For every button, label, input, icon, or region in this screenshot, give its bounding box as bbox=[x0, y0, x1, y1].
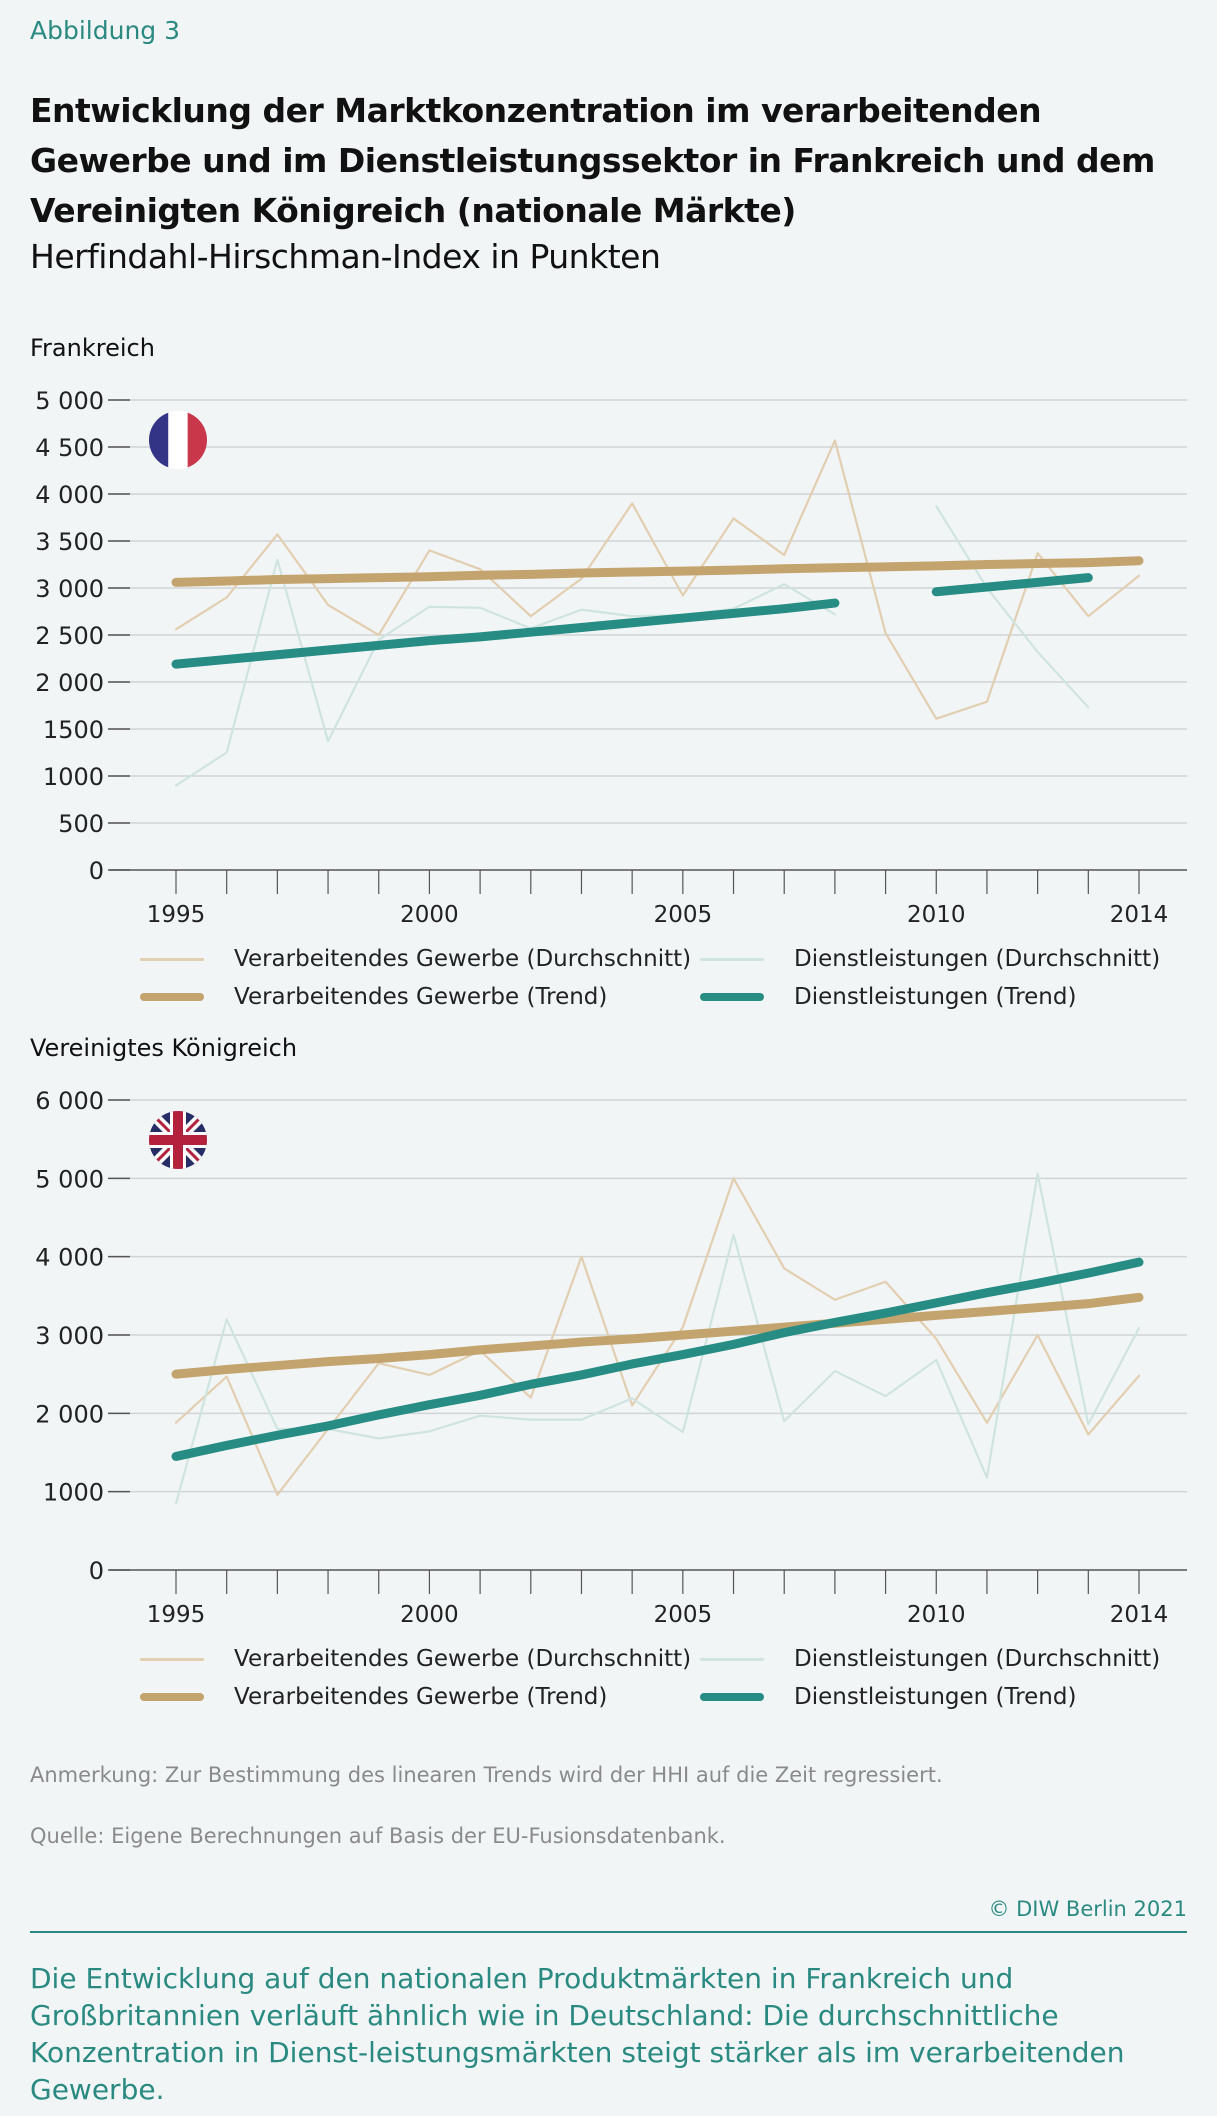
flag-body bbox=[149, 1111, 207, 1169]
flag-cross-red bbox=[173, 1111, 183, 1169]
legend-swatch-services-trend bbox=[700, 1693, 764, 1701]
series-line-services-trend bbox=[931, 573, 1093, 597]
series-line-manufacturing-avg bbox=[174, 439, 1141, 720]
legend-label: Dienstleistungen (Durchschnitt) bbox=[794, 1646, 1161, 1672]
series-line-services-trend bbox=[171, 598, 840, 669]
y-tick-label: 4 500 bbox=[35, 434, 104, 462]
legend-label: Verarbeitendes Gewerbe (Trend) bbox=[234, 984, 608, 1010]
x-tick-label: 2010 bbox=[907, 902, 966, 928]
x-tick-label: 2014 bbox=[1110, 1602, 1169, 1628]
x-tick-label: 1995 bbox=[147, 902, 206, 928]
panel-title-france: Frankreich bbox=[30, 334, 155, 362]
legend-label: Dienstleistungen (Trend) bbox=[794, 984, 1077, 1010]
series-line-manufacturing-trend bbox=[171, 1292, 1144, 1379]
legend-label: Verarbeitendes Gewerbe (Trend) bbox=[234, 1684, 608, 1710]
france-legend: Verarbeitendes Gewerbe (Durchschnitt) Di… bbox=[140, 940, 1190, 1016]
copyright: © DIW Berlin 2021 bbox=[988, 1897, 1187, 1921]
y-tick-label: 0 bbox=[89, 1557, 104, 1585]
x-tick-label: 1995 bbox=[147, 1602, 206, 1628]
chart-subtitle: Herfindahl-Hirschman-Index in Punkten bbox=[30, 237, 661, 276]
panel-title-uk: Vereinigtes Königreich bbox=[30, 1034, 298, 1062]
legend-swatch-services-trend bbox=[700, 993, 764, 1001]
chart-title: Entwicklung der Marktkonzentration im ve… bbox=[30, 91, 1155, 230]
x-tick-label: 2014 bbox=[1110, 902, 1169, 928]
legend-label: Dienstleistungen (Trend) bbox=[794, 1684, 1077, 1710]
x-tick-label: 2005 bbox=[654, 902, 713, 928]
y-tick-label: 500 bbox=[58, 810, 104, 838]
france-chart: 0 500 1000 1500 2 000 2 500 3 000 3 500 4 000 4 5… bbox=[35, 387, 1187, 928]
y-tick-label: 3 000 bbox=[35, 1322, 104, 1350]
y-tick-label: 2 000 bbox=[35, 1400, 104, 1428]
y-tick-label: 2 000 bbox=[35, 669, 104, 697]
series-line-services-trend bbox=[171, 1257, 1144, 1461]
series-line-manufacturing-trend bbox=[171, 556, 1144, 587]
y-tick-label: 3 000 bbox=[35, 575, 104, 603]
x-tick-label: 2005 bbox=[654, 1602, 713, 1628]
legend-swatch-services-avg bbox=[700, 957, 764, 961]
x-tick-label: 2000 bbox=[400, 902, 459, 928]
uk-flag-icon bbox=[149, 1111, 207, 1169]
y-tick-label: 3 500 bbox=[35, 528, 104, 556]
legend-label: Verarbeitendes Gewerbe (Durchschnitt) bbox=[234, 946, 692, 972]
uk-legend: Verarbeitendes Gewerbe (Durchschnitt) Di… bbox=[140, 1640, 1190, 1716]
y-tick-label: 1500 bbox=[43, 716, 104, 744]
y-tick-label: 1000 bbox=[43, 763, 104, 791]
flag-white bbox=[168, 411, 188, 469]
source-note: Quelle: Eigene Berechnungen auf Basis de… bbox=[30, 1824, 726, 1848]
series-line-services-avg bbox=[935, 505, 1090, 709]
x-tick-label: 2000 bbox=[400, 1602, 459, 1628]
series-line-manufacturing-avg bbox=[174, 1177, 1141, 1496]
legend-label: Verarbeitendes Gewerbe (Durchschnitt) bbox=[234, 1646, 692, 1672]
legend-swatch-manufacturing-avg bbox=[140, 957, 204, 961]
y-tick-label: 2 500 bbox=[35, 622, 104, 650]
divider bbox=[30, 1931, 1187, 1933]
y-tick-label: 4 000 bbox=[35, 1244, 104, 1272]
flag-red bbox=[187, 411, 207, 469]
y-tick-label: 5 000 bbox=[35, 387, 104, 415]
legend-swatch-manufacturing-trend bbox=[140, 1693, 204, 1701]
footnote: Anmerkung: Zur Bestimmung des linearen T… bbox=[30, 1763, 943, 1787]
legend-swatch-services-avg bbox=[700, 1657, 764, 1661]
legend-label: Dienstleistungen (Durchschnitt) bbox=[794, 946, 1161, 972]
france-flag-icon bbox=[149, 411, 207, 469]
summary-text: Die Entwicklung auf den nationalen Produ… bbox=[30, 1962, 1125, 2106]
flag-body bbox=[149, 411, 207, 469]
y-tick-label: 5 000 bbox=[35, 1165, 104, 1193]
series-line-services-avg bbox=[174, 1172, 1141, 1505]
y-tick-label: 6 000 bbox=[35, 1087, 104, 1115]
legend-swatch-manufacturing-trend bbox=[140, 993, 204, 1001]
y-tick-label: 4 000 bbox=[35, 481, 104, 509]
y-tick-label: 1000 bbox=[43, 1479, 104, 1507]
y-tick-label: 0 bbox=[89, 857, 104, 885]
figure-label: Abbildung 3 bbox=[30, 16, 181, 45]
flag-blue bbox=[149, 411, 169, 469]
legend-swatch-manufacturing-avg bbox=[140, 1657, 204, 1661]
x-tick-label: 2010 bbox=[907, 1602, 966, 1628]
